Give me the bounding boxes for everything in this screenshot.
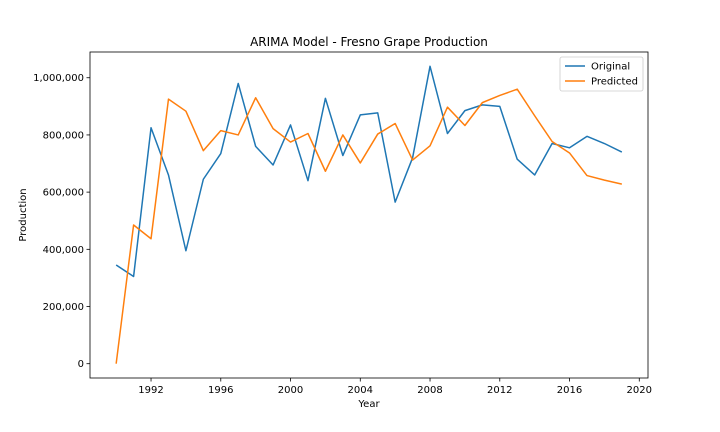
- y-tick-label: 600,000: [43, 188, 84, 199]
- plot-frame: [89, 51, 649, 379]
- y-tick-label: 800,000: [43, 130, 84, 141]
- y-axis-title: Production: [18, 188, 29, 241]
- y-tick-label: 1,000,000: [33, 73, 84, 84]
- y-axis: 0 200,000 400,000 600,000 800,000 1,000,000: [33, 73, 90, 370]
- y-tick-label: 200,000: [43, 302, 84, 313]
- x-tick-label: 2012: [487, 385, 512, 396]
- series-line-original: [115, 65, 623, 278]
- x-tick-label: 1992: [138, 385, 163, 396]
- y-tick-label: 400,000: [43, 245, 84, 256]
- x-tick-label: 2016: [557, 385, 582, 396]
- legend: Original Predicted: [559, 56, 644, 92]
- plot-lines: [115, 65, 623, 364]
- y-tick-label: 0: [78, 359, 84, 370]
- legend-label-predicted: Predicted: [591, 77, 638, 88]
- x-tick-label: 2008: [417, 385, 442, 396]
- x-axis: 1992 1996 2000 2004 2008 2012 2016 2020: [138, 378, 652, 396]
- series-line-predicted: [115, 88, 623, 364]
- chart-title: ARIMA Model - Fresno Grape Production: [250, 35, 488, 49]
- legend-label-original: Original: [591, 62, 630, 73]
- x-tick-label: 2000: [278, 385, 303, 396]
- x-tick-label: 1996: [208, 385, 233, 396]
- x-tick-label: 2004: [348, 385, 373, 396]
- x-axis-title: Year: [357, 399, 380, 410]
- x-tick-label: 2020: [627, 385, 652, 396]
